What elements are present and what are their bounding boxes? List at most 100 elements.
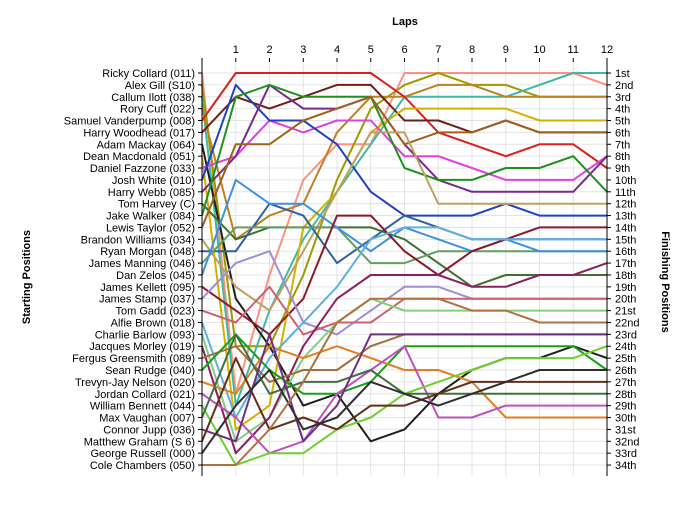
x-tick-label: 6	[401, 44, 407, 56]
starting-position-label: Fergus Greensmith (089)	[72, 353, 195, 365]
finishing-position-label: 10th	[615, 175, 636, 187]
starting-position-label: Lewis Taylor (052)	[106, 222, 195, 234]
finishing-position-label: 7th	[615, 139, 630, 151]
x-tick-labels: 1 2 3 4 5 6 7 8 9 10 11 12	[233, 44, 613, 56]
series-line	[201, 131, 607, 312]
right-axis-title: Finishing Positions	[659, 231, 671, 332]
x-tick-label: 3	[300, 44, 306, 56]
finishing-position-label: 26th	[615, 365, 636, 377]
finishing-position-label: 18th	[615, 270, 636, 282]
series-layer	[201, 72, 608, 466]
finishing-position-label: 22nd	[615, 317, 639, 329]
finishing-position-label: 2nd	[615, 80, 633, 92]
plot-frame	[198, 58, 611, 477]
x-tick-label: 4	[334, 44, 340, 56]
left-axis-title: Starting Positions	[21, 230, 33, 324]
finishing-position-label: 33rd	[615, 448, 637, 460]
finishing-position-label: 31st	[615, 424, 636, 436]
finishing-position-label: 25th	[615, 353, 636, 365]
x-tick-label: 10	[533, 44, 545, 56]
starting-position-label: Callum Ilott (038)	[111, 92, 195, 104]
starting-position-label: Cole Chambers (050)	[90, 460, 195, 472]
x-tick-label: 2	[266, 44, 272, 56]
series-line	[201, 72, 608, 395]
series-line	[201, 369, 607, 454]
finishing-position-label: 9th	[615, 163, 630, 175]
starting-position-label: Trevyn-Jay Nelson (020)	[75, 377, 195, 389]
x-tick-label: 11	[568, 44, 579, 56]
finishing-position-label: 30th	[615, 413, 636, 425]
finishing-position-label: 8th	[615, 151, 630, 163]
starting-position-label: Ricky Collard (011)	[102, 68, 195, 80]
x-tick-label: 1	[233, 44, 239, 56]
starting-position-label: Tom Harvey (C)	[118, 199, 195, 211]
starting-position-label: Brandon Williams (034)	[81, 234, 195, 246]
starting-position-label: Adam Mackay (064)	[97, 139, 195, 151]
finishing-position-label: 23rd	[615, 329, 637, 341]
finishing-position-label: 14th	[615, 222, 636, 234]
starting-position-label: Sean Rudge (040)	[105, 365, 195, 377]
starting-position-label: Ryan Morgan (048)	[100, 246, 195, 258]
series-line	[201, 83, 608, 216]
finishing-position-label: 15th	[615, 234, 636, 246]
finishing-position-label: 20th	[615, 294, 636, 306]
finishing-position-label: 19th	[615, 282, 636, 294]
finishing-position-label: 28th	[615, 389, 636, 401]
series-line	[201, 262, 608, 455]
starting-position-labels: Ricky Collard (011)Alex Gill (S10)Callum…	[64, 68, 195, 472]
finishing-position-label: 34th	[615, 460, 636, 472]
starting-position-label: Daniel Fazzone (033)	[90, 163, 195, 175]
series-line	[201, 345, 607, 419]
series-line	[202, 297, 607, 466]
x-tick-label: 12	[601, 44, 613, 56]
x-tick-label: 8	[469, 44, 475, 56]
finishing-position-label: 11th	[615, 187, 636, 199]
starting-position-label: James Kellett (095)	[100, 282, 195, 294]
finishing-position-label: 12th	[615, 199, 636, 211]
starting-position-label: Jordan Collard (021)	[95, 389, 195, 401]
series-line	[201, 72, 608, 169]
starting-position-label: William Bennett (044)	[90, 401, 195, 413]
finishing-position-label: 4th	[615, 104, 630, 116]
series-line	[201, 95, 607, 228]
finishing-position-label: 17th	[615, 258, 636, 270]
finishing-position-labels: 1st2nd3rd4th5th6th7th8th9th10th11th12th1…	[615, 68, 639, 472]
starting-position-label: Rory Cuff (022)	[120, 104, 195, 116]
starting-position-label: Charlie Barlow (093)	[95, 329, 195, 341]
finishing-position-label: 13th	[615, 211, 636, 223]
finishing-position-label: 32nd	[615, 436, 639, 448]
x-tick-label: 5	[368, 44, 374, 56]
starting-position-label: Max Vaughan (007)	[99, 413, 195, 425]
series-line	[201, 333, 607, 443]
starting-position-label: Matthew Graham (S 6)	[84, 436, 195, 448]
starting-position-label: Dean Macdonald (051)	[83, 151, 195, 163]
finishing-position-label: 29th	[615, 401, 636, 413]
x-tick-label: 9	[503, 44, 509, 56]
finishing-position-label: 5th	[615, 116, 630, 128]
starting-position-label: Tom Gadd (023)	[116, 306, 195, 318]
finishing-position-label: 27th	[615, 377, 636, 389]
starting-position-label: Josh White (010)	[112, 175, 195, 187]
starting-position-label: James Stamp (037)	[99, 294, 195, 306]
starting-position-label: James Manning (046)	[89, 258, 195, 270]
finishing-position-label: 24th	[615, 341, 636, 353]
finishing-position-label: 3rd	[615, 92, 631, 104]
starting-position-label: Jacques Morley (019)	[89, 341, 195, 353]
starting-position-label: Alex Gill (S10)	[125, 80, 195, 92]
starting-position-label: Harry Woodhead (017)	[83, 127, 195, 139]
x-axis-title: Laps	[392, 16, 418, 28]
starting-position-label: Alfie Brown (018)	[111, 317, 195, 329]
series-line	[201, 107, 607, 431]
finishing-position-label: 6th	[615, 127, 630, 139]
finishing-position-label: 1st	[615, 68, 630, 80]
x-tick-label: 7	[435, 44, 441, 56]
finishing-position-label: 21st	[615, 306, 636, 318]
starting-position-label: Jake Walker (084)	[106, 211, 195, 223]
starting-position-label: Samuel Vanderpump (008)	[64, 116, 195, 128]
finishing-position-label: 16th	[615, 246, 636, 258]
starting-position-label: George Russell (000)	[90, 448, 195, 460]
starting-position-label: Harry Webb (085)	[108, 187, 195, 199]
starting-position-label: Dan Zelos (045)	[116, 270, 195, 282]
starting-position-label: Connor Jupp (036)	[103, 424, 195, 436]
